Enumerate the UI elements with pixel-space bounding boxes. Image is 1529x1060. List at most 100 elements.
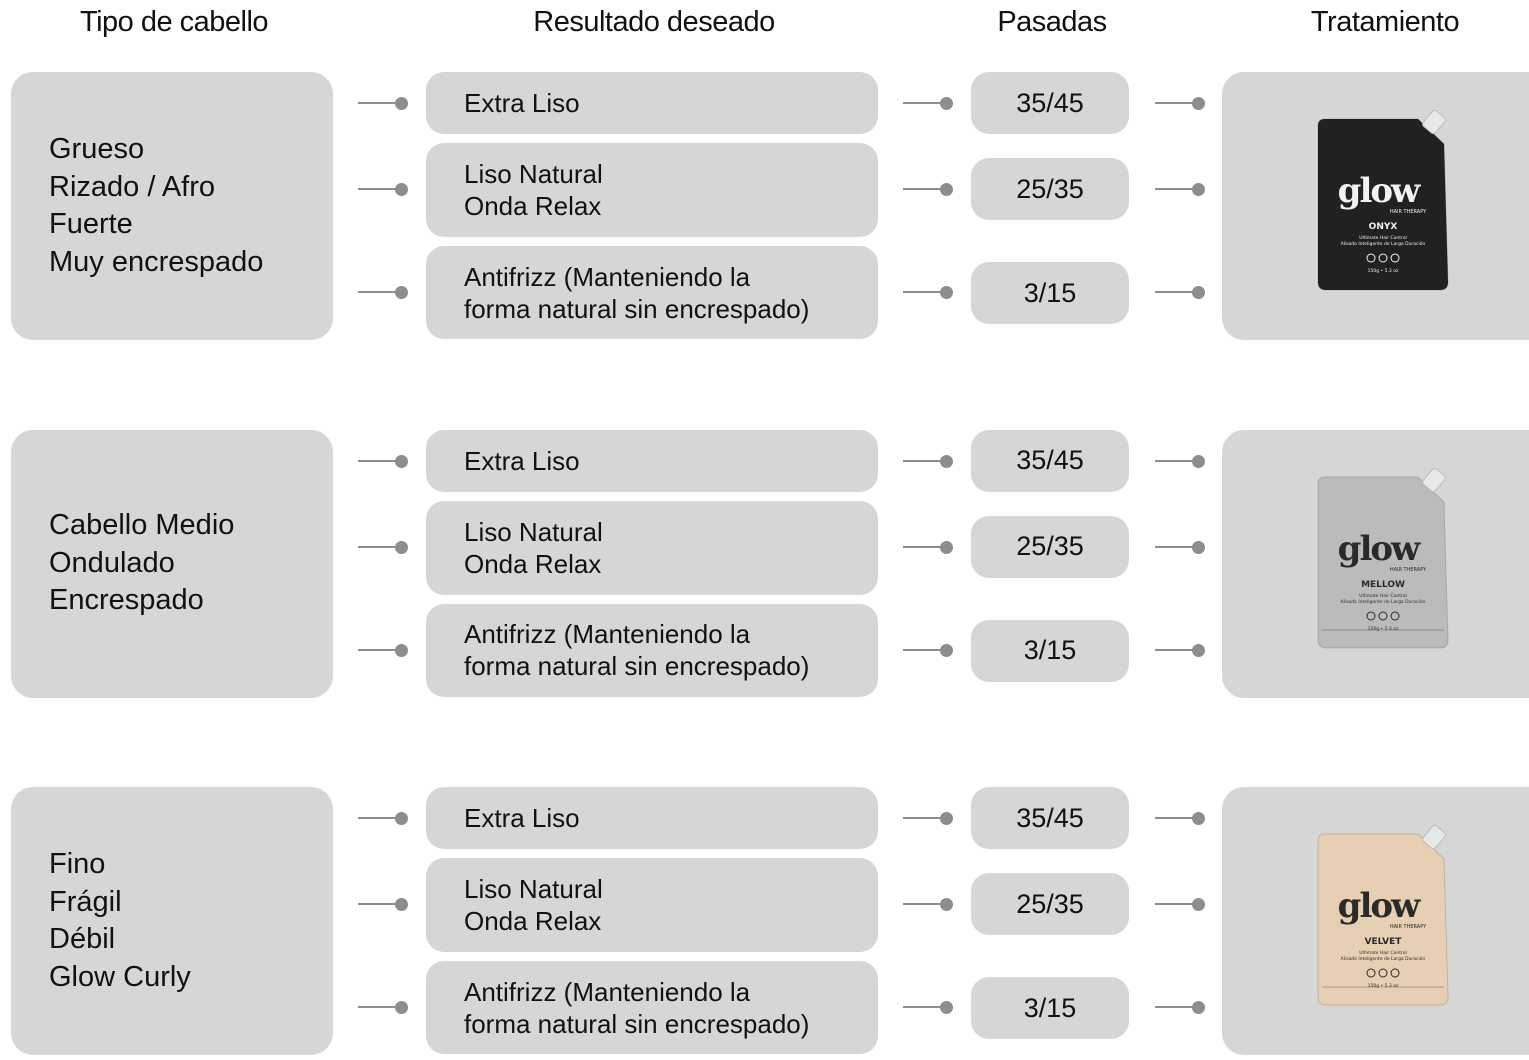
result-line: forma natural sin encrespado) xyxy=(464,1008,810,1039)
connector-line xyxy=(358,459,401,462)
hair-type-line: Débil xyxy=(49,923,116,955)
product-tagline: Alisado Inteligente de Larga Duración xyxy=(1341,598,1426,605)
connector-dot xyxy=(1192,540,1205,554)
header: Tratamiento xyxy=(1310,6,1460,38)
connector-line xyxy=(903,459,946,462)
connector-line xyxy=(1155,545,1198,548)
result-line: Antifrizz (Manteniendo la xyxy=(464,261,751,292)
connector-dot xyxy=(395,454,408,468)
product-icon xyxy=(1390,968,1400,978)
pouch-body xyxy=(1317,476,1449,648)
product-name: VELVET xyxy=(1365,937,1403,947)
connector-dot xyxy=(395,643,408,657)
passes-box: 3/15 xyxy=(971,619,1129,682)
connector-dot xyxy=(395,898,408,911)
connector-dot xyxy=(940,540,953,554)
connector-dot xyxy=(940,1001,953,1014)
connector-line xyxy=(1155,817,1198,819)
connector-line xyxy=(358,648,401,651)
product-icon xyxy=(1378,253,1388,263)
connector-line xyxy=(1155,188,1198,190)
result-box: Extra Liso xyxy=(426,72,878,134)
product-icon xyxy=(1378,611,1388,620)
connector-line xyxy=(1155,459,1198,462)
result-line: Liso Natural xyxy=(464,159,603,189)
connector-dot xyxy=(395,183,408,196)
connector-dot xyxy=(1192,183,1205,196)
product-icon xyxy=(1366,253,1376,263)
connector-dot xyxy=(940,97,953,110)
pouch-cap xyxy=(1422,467,1446,492)
product-tagline: Ultimate Hair Control xyxy=(1359,593,1407,599)
connector-line xyxy=(358,188,401,190)
connector-dot xyxy=(940,454,953,468)
connector-line xyxy=(1155,648,1198,651)
hair-type-line: Frágil xyxy=(49,885,122,918)
result-box: Liso Natural Onda Relax xyxy=(426,858,878,952)
product-tagline: Ultimate Hair Control xyxy=(1359,950,1407,956)
result-line: Antifrizz (Manteniendo la xyxy=(464,619,751,649)
connector-dot xyxy=(1192,454,1205,468)
treatment-box: glow HAIR THERAPY VELVET Ultimate Hair Cont… xyxy=(1222,787,1529,1055)
passes-box: 35/45 xyxy=(971,787,1129,849)
product-name: MELLOW xyxy=(1361,580,1405,590)
result-line: Extra Liso xyxy=(464,803,580,833)
result-line: forma natural sin encrespado) xyxy=(464,651,810,681)
connector-dot xyxy=(1192,812,1205,825)
connector-line xyxy=(903,1006,946,1008)
result-box: Extra Liso xyxy=(426,429,878,492)
hair-type-box: Cabello Medio Ondulado Encrespado xyxy=(11,429,333,698)
connector-dot xyxy=(1192,1001,1205,1014)
result-line: Onda Relax xyxy=(464,906,602,936)
hair-type-line: Cabello Medio xyxy=(49,509,235,542)
result-line: Onda Relax xyxy=(464,191,602,221)
connector-dot xyxy=(395,286,408,299)
result-line: forma natural sin encrespado) xyxy=(464,293,810,324)
connector-line xyxy=(903,817,946,819)
connector-dot xyxy=(1192,643,1205,657)
passes-box: 3/15 xyxy=(971,977,1129,1039)
hair-type-line: Ondulado xyxy=(49,546,175,579)
product-icon xyxy=(1366,611,1376,620)
connector-dot xyxy=(395,97,408,110)
connector-dot xyxy=(940,643,953,657)
hair-type-line: Fuerte xyxy=(49,208,133,240)
connector-line xyxy=(358,291,401,293)
product-tagline: Alisado Inteligente de Larga Duración xyxy=(1341,240,1426,247)
hair-type-line: Grueso xyxy=(49,133,145,165)
connector-line xyxy=(903,102,946,104)
product-tagline: Alisado Inteligente de Larga Duración xyxy=(1341,955,1426,962)
product-brand-sub: HAIR THERAPY xyxy=(1390,567,1427,573)
product-weight: 150g • 5.3 oz xyxy=(1368,626,1399,632)
result-box: Antifrizz (Manteniendo la forma natural s… xyxy=(426,603,878,697)
pouch-cap xyxy=(1422,824,1446,850)
connector-dot xyxy=(940,286,953,299)
product-weight: 150g • 5.3 oz xyxy=(1368,983,1399,989)
passes-box: 25/35 xyxy=(971,158,1129,220)
connector-line xyxy=(1155,291,1198,293)
connector-line xyxy=(358,1006,401,1008)
connector-line xyxy=(903,291,946,293)
pouch-cap xyxy=(1422,109,1446,135)
connector-dot xyxy=(1192,97,1205,110)
product-icon xyxy=(1390,253,1400,263)
connector-line xyxy=(358,102,401,104)
header: Resultado deseado xyxy=(533,6,775,38)
result-box: Antifrizz (Manteniendo la forma natural s… xyxy=(426,246,878,339)
connector-dot xyxy=(395,1001,408,1014)
result-box: Antifrizz (Manteniendo la forma natural s… xyxy=(426,961,878,1054)
connector-dot xyxy=(940,898,953,911)
connector-line xyxy=(358,903,401,905)
hair-type-box: Grueso Rizado / Afro Fuerte Muy encrespado xyxy=(11,72,333,340)
result-line: Antifrizz (Manteniendo la xyxy=(464,976,751,1007)
hair-type-line: Glow Curly xyxy=(49,960,191,993)
result-box: Liso Natural Onda Relax xyxy=(426,500,878,595)
connector-line xyxy=(358,545,401,548)
passes-box: 25/35 xyxy=(971,515,1129,578)
connector-line xyxy=(358,817,401,819)
treatment-box: glow HAIR THERAPY MELLOW Ultimate Hair Cont… xyxy=(1222,429,1529,698)
